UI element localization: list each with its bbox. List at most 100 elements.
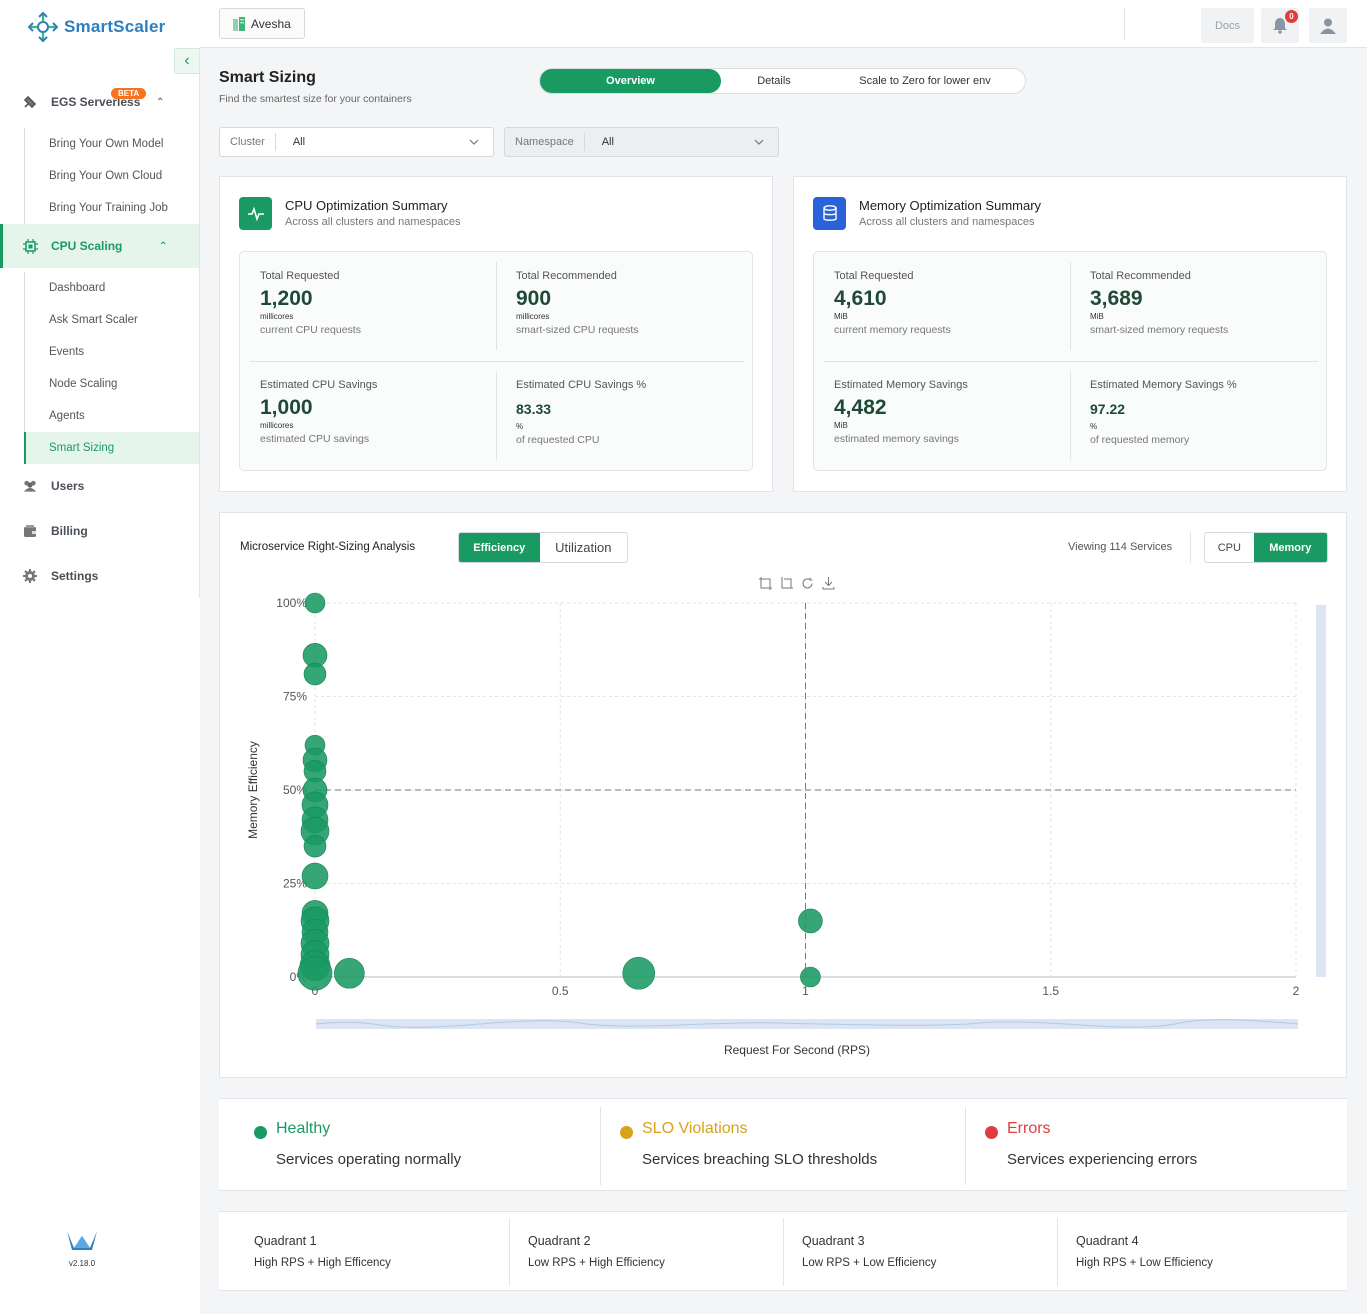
data-point[interactable] xyxy=(301,862,329,890)
users-icon xyxy=(22,478,38,494)
chevron-down-icon xyxy=(754,139,764,145)
sidebar-item-bring-your-own-cloud[interactable]: Bring Your Own Cloud xyxy=(49,170,163,182)
building-icon xyxy=(233,16,245,31)
memory-estimated-savings: Estimated Memory Savings 4,482 MiB estim… xyxy=(834,379,968,445)
bell-icon xyxy=(1273,18,1287,34)
egs-submenu: Bring Your Own Model Bring Your Own Clou… xyxy=(24,128,200,224)
sidebar-item-label: Users xyxy=(51,479,85,493)
notifications-button[interactable]: 0 xyxy=(1261,8,1299,43)
data-point[interactable] xyxy=(303,834,327,858)
data-point[interactable] xyxy=(622,956,656,990)
org-name: Avesha xyxy=(251,16,291,31)
x-axis-label: Request For Second (RPS) xyxy=(724,1043,870,1057)
memory-toggle[interactable]: Memory xyxy=(1253,533,1327,562)
sidebar-item-bring-your-own-model[interactable]: Bring Your Own Model xyxy=(49,138,164,150)
slo-dot-icon xyxy=(620,1126,633,1139)
efficiency-toggle[interactable]: Efficiency xyxy=(459,533,540,562)
healthy-dot-icon xyxy=(254,1126,267,1139)
cluster-value: All xyxy=(292,136,306,148)
cpu-summary-card: CPU Optimization Summary Across all clus… xyxy=(219,176,773,492)
services-count: Viewing 114 Services xyxy=(1068,541,1173,553)
chart-toolbox xyxy=(758,576,835,590)
x-tick-label: 0.5 xyxy=(552,984,569,998)
utilization-toggle[interactable]: Utilization xyxy=(555,540,612,555)
zoom-reset-icon[interactable] xyxy=(779,576,793,590)
y-tick-label: 25% xyxy=(283,877,307,891)
error-dot-icon xyxy=(985,1126,998,1139)
x-tick-label: 1.5 xyxy=(1042,984,1059,998)
namespace-value: All xyxy=(601,136,614,148)
cluster-label: Cluster xyxy=(220,133,276,151)
namespace-select[interactable]: Namespace All xyxy=(504,127,779,157)
cpu-toggle[interactable]: CPU xyxy=(1217,541,1241,554)
sidebar-item-events[interactable]: Events xyxy=(49,346,85,358)
sidebar-item-settings[interactable]: Settings xyxy=(0,554,200,598)
user-menu-button[interactable] xyxy=(1309,8,1347,43)
right-sizing-analysis-card: Microservice Right-Sizing Analysis Effic… xyxy=(219,512,1347,1078)
wallet-icon xyxy=(22,523,38,539)
data-point[interactable] xyxy=(303,662,327,686)
cpu-stats-grid: Total Requested 1,200 millicores current… xyxy=(239,251,753,471)
sidebar-item-bring-your-training-job[interactable]: Bring Your Training Job xyxy=(49,202,168,214)
tab-scale-to-zero[interactable]: Scale to Zero for lower env xyxy=(859,75,991,87)
cpu-summary-title: CPU Optimization Summary xyxy=(285,198,448,213)
sidebar: SmartScaler ‹ EGS Serverless BETA ⌃ Brin… xyxy=(0,0,200,1314)
app-name: SmartScaler xyxy=(64,17,166,36)
data-point[interactable] xyxy=(297,955,333,991)
cpu-summary-subtitle: Across all clusters and namespaces xyxy=(285,216,461,228)
gear-icon xyxy=(22,568,38,584)
legend-healthy: Healthy Services operating normally xyxy=(254,1099,594,1191)
page-subtitle: Find the smartest size for your containe… xyxy=(219,93,412,105)
database-icon xyxy=(813,197,846,230)
scatter-chart[interactable]: Memory Efficiency Request For Second (RP… xyxy=(220,513,1348,1079)
cluster-select[interactable]: Cluster All xyxy=(219,127,494,157)
app-logo[interactable]: SmartScaler xyxy=(28,12,165,42)
view-mode-toggle: Efficiency Utilization xyxy=(458,532,628,563)
data-point[interactable] xyxy=(800,966,821,988)
y-tick-label: 75% xyxy=(283,690,307,704)
chevron-up-icon: ⌃ xyxy=(159,240,168,252)
cpu-total-requested: Total Requested 1,200 millicores current… xyxy=(260,270,361,336)
data-point[interactable] xyxy=(304,592,326,614)
egs-icon xyxy=(22,94,38,110)
beta-badge: BETA xyxy=(111,88,147,99)
org-selector[interactable]: Avesha xyxy=(219,8,305,39)
tab-overview[interactable]: Overview xyxy=(540,69,721,93)
page-title: Smart Sizing xyxy=(219,69,316,86)
sidebar-item-node-scaling[interactable]: Node Scaling xyxy=(49,378,118,390)
cpu-estimated-savings: Estimated CPU Savings 1,000 millicores e… xyxy=(260,379,378,445)
memory-summary-subtitle: Across all clusters and namespaces xyxy=(859,216,1035,228)
version-text: v2.18.0 xyxy=(68,1259,96,1268)
sidebar-item-ask-smart-scaler[interactable]: Ask Smart Scaler xyxy=(49,314,138,326)
sidebar-item-dashboard[interactable]: Dashboard xyxy=(49,282,106,294)
vertical-zoom-slider[interactable] xyxy=(1316,605,1326,977)
memory-summary-title: Memory Optimization Summary xyxy=(859,198,1042,213)
analysis-title: Microservice Right-Sizing Analysis xyxy=(240,541,416,553)
cpu-total-recommended: Total Recommended 900 millicores smart-s… xyxy=(516,270,639,336)
zoom-icon[interactable] xyxy=(758,576,772,590)
memory-summary-card: Memory Optimization Summary Across all c… xyxy=(793,176,1347,492)
sidebar-group-egs-serverless[interactable]: EGS Serverless BETA ⌃ xyxy=(0,80,200,124)
smartscaler-logo-icon xyxy=(28,12,58,42)
data-point[interactable] xyxy=(334,957,365,989)
activity-icon xyxy=(239,197,272,230)
status-legend: Healthy Services operating normally SLO … xyxy=(219,1098,1347,1191)
collapse-sidebar-button[interactable]: ‹ xyxy=(174,48,200,74)
topbar-divider xyxy=(1124,8,1125,40)
data-point[interactable] xyxy=(798,908,823,934)
sidebar-item-smart-sizing[interactable]: Smart Sizing xyxy=(24,432,200,464)
sidebar-group-cpu-scaling[interactable]: CPU Scaling ⌃ xyxy=(0,224,200,268)
resource-toggle: CPU Memory xyxy=(1204,532,1328,563)
sidebar-item-billing[interactable]: Billing xyxy=(0,509,200,553)
namespace-label: Namespace xyxy=(505,133,585,151)
tab-details[interactable]: Details xyxy=(757,75,791,87)
sidebar-item-agents[interactable]: Agents xyxy=(49,410,85,422)
sidebar-item-users[interactable]: Users xyxy=(0,464,200,508)
memory-stats-grid: Total Requested 4,610 MiB current memory… xyxy=(813,251,1327,471)
sidebar-group-label: CPU Scaling xyxy=(51,239,123,253)
refresh-icon[interactable] xyxy=(800,576,814,590)
cpu-icon xyxy=(22,238,38,254)
download-icon[interactable] xyxy=(821,576,835,590)
docs-button[interactable]: Docs xyxy=(1201,8,1254,43)
quadrant-legend: Quadrant 1 High RPS + High Efficency Quad… xyxy=(219,1211,1347,1291)
